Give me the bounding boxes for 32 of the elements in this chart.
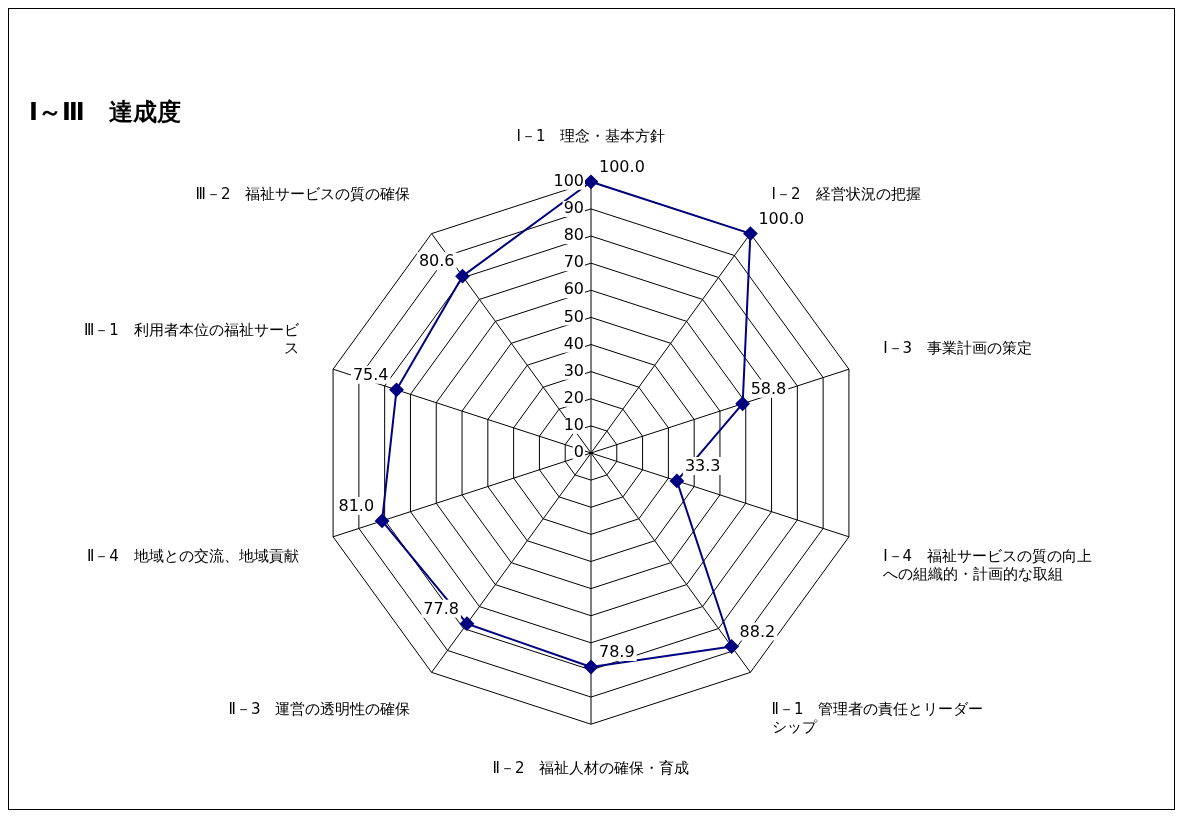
y-tick-label: 10 [563, 415, 584, 435]
y-tick-label: 90 [563, 198, 584, 218]
spoke-label: Ⅰ－1 理念・基本方針 [516, 126, 666, 145]
spoke-label: Ⅲ－1 利用者本位の福祉サービス [83, 320, 300, 357]
y-tick-label: 30 [563, 360, 584, 380]
y-tick-label: 20 [563, 387, 584, 407]
y-tick-label: 70 [563, 252, 584, 272]
spoke-label: Ⅱ－4 地域との交流、地域貢献 [86, 546, 299, 565]
y-tick-label: 40 [563, 333, 584, 353]
data-label: 100.0 [758, 208, 805, 228]
data-label: 33.3 [684, 456, 721, 476]
spoke-label: Ⅰ－4 福祉サービスの質の向上への組織的・計画的な取組 [883, 546, 1093, 583]
data-label: 78.9 [599, 642, 635, 662]
y-tick-label: 0 [573, 442, 584, 462]
data-label: 81.0 [338, 496, 375, 516]
spoke-label: Ⅰ－3 事業計画の策定 [883, 338, 1033, 357]
spoke-label: Ⅱ－3 運営の透明性の確保 [228, 700, 411, 719]
data-label: 77.8 [423, 598, 459, 618]
spoke-label: Ⅱ－2 福祉人材の確保・育成 [492, 759, 690, 778]
data-label: 75.4 [352, 364, 389, 384]
y-tick-label: 60 [563, 279, 584, 299]
data-label: 100.0 [599, 156, 645, 176]
data-label: 58.8 [750, 378, 787, 398]
spoke-label: Ⅲ－2 福祉サービスの質の確保 [195, 185, 411, 204]
data-label: 88.2 [739, 621, 776, 641]
spoke-label: Ⅱ－1 管理者の責任とリーダーシップ [771, 700, 984, 737]
y-tick-label: 50 [563, 306, 584, 326]
y-tick-label: 80 [563, 225, 584, 245]
data-label: 80.6 [418, 251, 455, 271]
chart-title: Ⅰ～Ⅲ 達成度 [29, 97, 181, 126]
spoke-label: Ⅰ－2 経営状況の把握 [771, 185, 921, 204]
y-tick-label: 100 [553, 170, 584, 190]
